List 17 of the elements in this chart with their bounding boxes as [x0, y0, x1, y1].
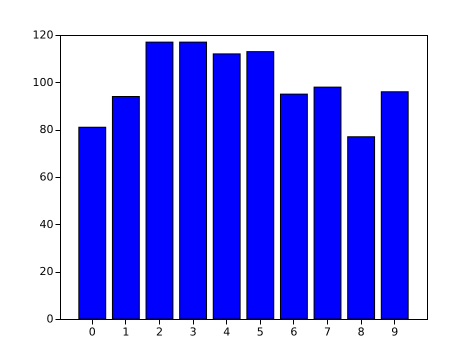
x-tick-label: 8 [358, 326, 365, 338]
x-tick-label: 0 [88, 326, 96, 338]
x-tick-label: 5 [256, 326, 264, 338]
x-tick-label: 4 [223, 326, 230, 338]
x-tick-label: 3 [190, 326, 197, 338]
y-tick-label: 60 [40, 170, 54, 184]
x-tick-label: 6 [290, 326, 298, 338]
y-tick-label: 80 [40, 123, 54, 136]
x-tick-label: 2 [156, 326, 163, 338]
x-tick-label: 9 [391, 326, 398, 338]
y-tick-label: 120 [32, 28, 54, 42]
x-tick-label: 1 [122, 326, 130, 338]
y-tick-label: 100 [32, 76, 54, 89]
y-tick-label: 20 [40, 265, 54, 278]
x-tick-label: 7 [324, 326, 332, 338]
y-tick-label: 40 [40, 218, 54, 231]
y-tick-label: 0 [46, 312, 54, 326]
